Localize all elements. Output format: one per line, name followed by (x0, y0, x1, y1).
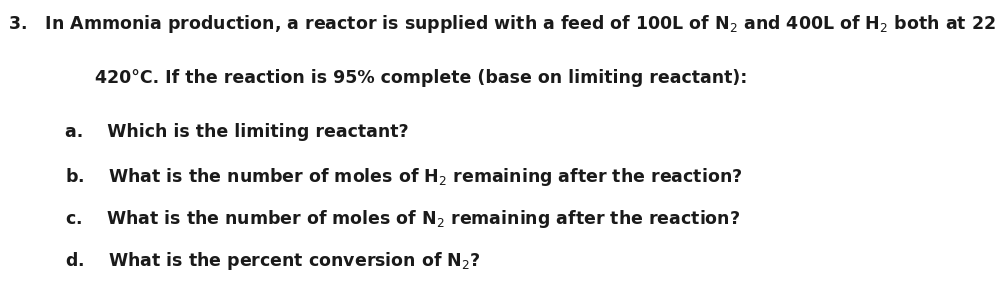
Text: 3.   In Ammonia production, a reactor is supplied with a feed of 100L of N$_2$ a: 3. In Ammonia production, a reactor is s… (8, 13, 998, 35)
Text: d.    What is the percent conversion of N$_2$?: d. What is the percent conversion of N$_… (65, 250, 481, 273)
Text: b.    What is the number of moles of H$_2$ remaining after the reaction?: b. What is the number of moles of H$_2$ … (65, 166, 743, 188)
Text: a.    Which is the limiting reactant?: a. Which is the limiting reactant? (65, 123, 408, 141)
Text: 420°C. If the reaction is 95% complete (base on limiting reactant):: 420°C. If the reaction is 95% complete (… (65, 69, 748, 87)
Text: c.    What is the number of moles of N$_2$ remaining after the reaction?: c. What is the number of moles of N$_2$ … (65, 208, 741, 230)
